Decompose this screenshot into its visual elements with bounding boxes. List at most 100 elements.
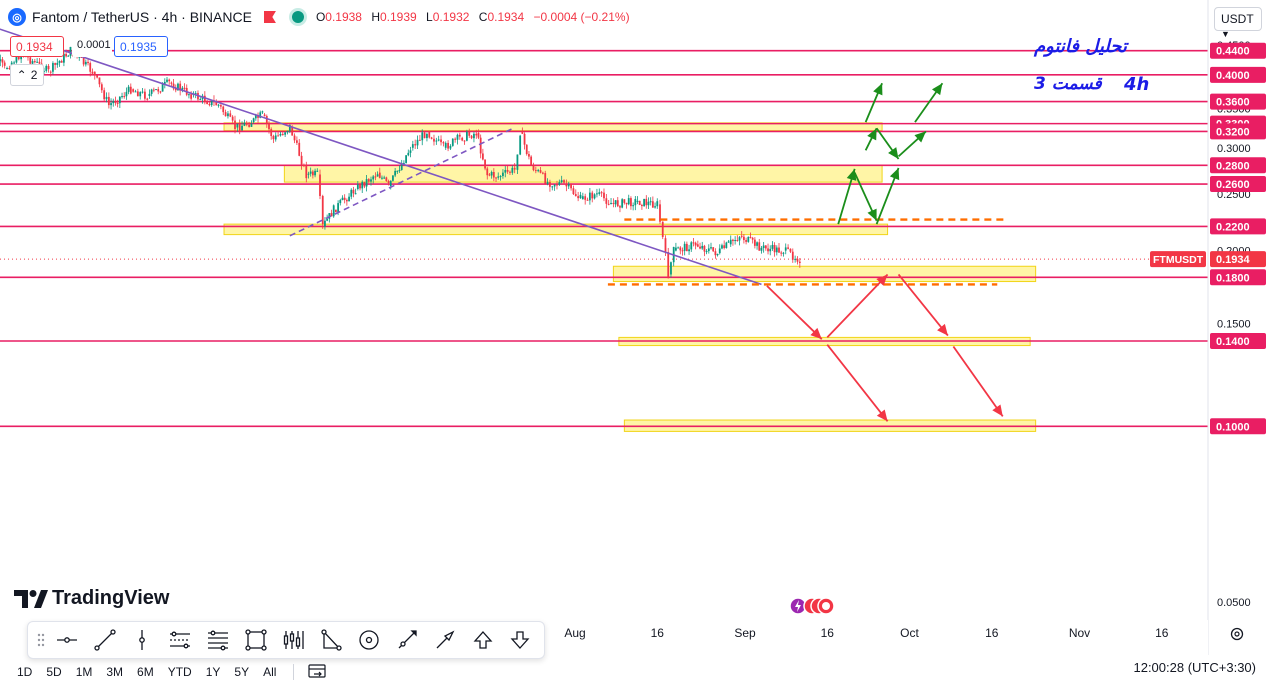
candle-body — [252, 118, 255, 123]
range-1d[interactable]: 1D — [17, 664, 33, 679]
candle-body — [707, 248, 710, 252]
y-tick-label: 0.3000 — [1217, 143, 1251, 155]
candle-body — [324, 220, 326, 227]
candle-body — [473, 133, 475, 139]
candle-body — [509, 171, 511, 173]
candle-body — [612, 202, 615, 204]
vertical-line-tool-icon[interactable] — [124, 623, 162, 657]
candle-body — [528, 154, 530, 157]
arrow-down-tool-icon[interactable] — [502, 623, 540, 657]
candle-body — [521, 131, 524, 134]
candle-body — [492, 172, 495, 178]
arrow-up-tool-icon[interactable] — [464, 623, 502, 657]
flag-icon[interactable] — [263, 11, 276, 23]
candle-body — [314, 170, 316, 176]
annotation-title[interactable]: تحلیل فانتوم — [1034, 36, 1127, 57]
candle-body — [152, 89, 155, 91]
candle-body — [593, 194, 596, 199]
range-ytd[interactable]: YTD — [167, 664, 192, 679]
currency-selector[interactable]: USDT ▼ — [1214, 7, 1262, 39]
brush-tool-icon[interactable] — [388, 623, 426, 657]
candle-body — [60, 60, 63, 63]
market-status-dot-icon[interactable] — [291, 11, 304, 23]
candle-body — [481, 153, 484, 160]
candle-body — [475, 133, 478, 136]
candle-body — [403, 162, 405, 164]
symbol-title[interactable]: Fantom / TetherUS · 4h · BINANCE — [32, 9, 252, 25]
x-tick-label: Sep — [734, 626, 756, 640]
candle-body — [751, 237, 754, 240]
path-tool-icon[interactable] — [313, 623, 351, 657]
trend-line-tool-icon[interactable] — [86, 623, 124, 657]
candle-body — [392, 175, 394, 181]
candle-body — [539, 170, 542, 173]
candle-body — [451, 138, 454, 146]
candle-body — [516, 154, 519, 170]
candle-body — [295, 140, 298, 143]
buy-price-button[interactable]: 0.1935 — [114, 36, 168, 57]
candle-body — [359, 184, 361, 189]
candle-body — [551, 186, 554, 188]
tradingview-logo[interactable]: TradingView — [14, 587, 169, 610]
candle-body — [300, 155, 303, 166]
range-6m[interactable]: 6M — [137, 664, 154, 679]
candle-body — [129, 86, 132, 94]
arrow-tool-icon[interactable] — [426, 623, 464, 657]
bull-arrow-head — [914, 131, 926, 143]
candle-body — [326, 218, 329, 221]
settings-gear-icon[interactable] — [1230, 627, 1244, 641]
candle-body — [588, 192, 591, 201]
candle-body — [463, 140, 466, 142]
candle-body — [738, 237, 741, 241]
range-all[interactable]: All — [263, 664, 277, 679]
drag-handle-icon[interactable] — [34, 623, 48, 657]
candle-body — [572, 188, 575, 195]
fib-retracement-tool-icon[interactable] — [199, 623, 237, 657]
chevron-icon: ⌃ — [16, 68, 27, 82]
candle-body — [400, 163, 403, 170]
candles-tool-icon[interactable] — [275, 623, 313, 657]
x-tick-label: 16 — [651, 626, 665, 640]
clock[interactable]: 12:00:28 (UTC+3:30) — [1133, 660, 1256, 675]
candle-body — [596, 193, 598, 195]
range-5d[interactable]: 5D — [46, 664, 62, 679]
range-5y[interactable]: 5Y — [234, 664, 250, 679]
candle-body — [610, 202, 612, 205]
candle-body — [627, 198, 630, 205]
divider — [293, 663, 295, 680]
range-1y[interactable]: 1Y — [205, 664, 221, 679]
candle-body — [537, 170, 540, 172]
parallel-channel-tool-icon[interactable] — [161, 623, 199, 657]
indicators-toggle[interactable]: ⌃ 2 — [10, 64, 44, 86]
candle-body — [787, 247, 789, 249]
candle-body — [372, 176, 375, 180]
candle-body — [330, 213, 333, 217]
candle-body — [632, 205, 635, 207]
candle-body — [670, 262, 672, 275]
candle-body — [231, 116, 234, 121]
range-1m[interactable]: 1M — [75, 664, 93, 679]
horizontal-line-tool-icon[interactable] — [48, 623, 86, 657]
candle-body — [0, 59, 2, 62]
candle-body — [270, 129, 273, 137]
annotation-part[interactable]: قسمت 3 — [1034, 74, 1102, 94]
sell-price-button[interactable]: 0.1934 — [10, 36, 64, 57]
candle-body — [343, 197, 346, 200]
rectangle-tool-icon[interactable] — [237, 623, 275, 657]
candle-body — [775, 247, 778, 253]
bear-arrow-shaft — [897, 273, 949, 337]
candle-body — [341, 197, 344, 201]
annotation-timeframe[interactable]: 4h — [1124, 74, 1150, 95]
candle-body — [692, 242, 695, 244]
candle-body — [659, 204, 661, 222]
candle-body — [428, 131, 431, 138]
events-badge[interactable] — [788, 596, 840, 616]
circle-tool-icon[interactable] — [350, 623, 388, 657]
candle-body — [385, 177, 388, 182]
range-3m[interactable]: 3M — [106, 664, 124, 679]
bear-arrow-head — [992, 404, 1003, 417]
date-range-icon[interactable] — [308, 663, 327, 682]
candle-body — [679, 247, 682, 251]
candle-body — [411, 144, 414, 148]
